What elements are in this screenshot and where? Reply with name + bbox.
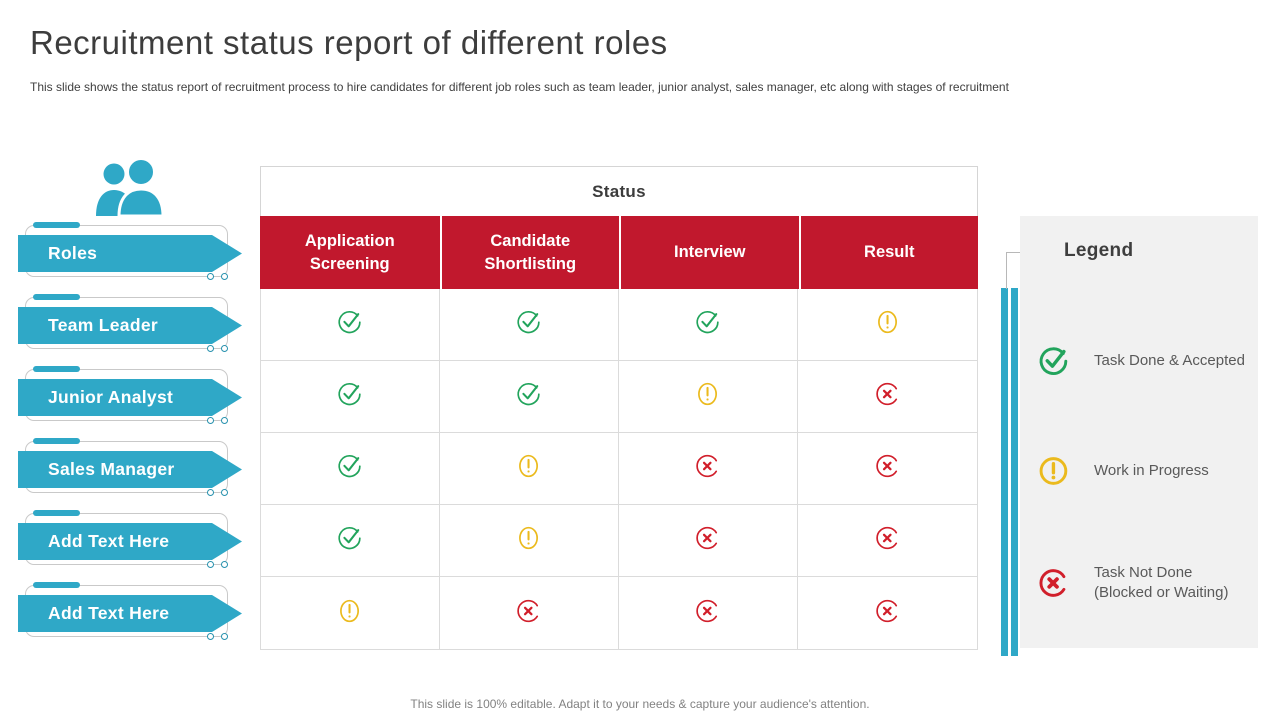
- status-cell: [798, 505, 977, 577]
- status-cell: [440, 577, 619, 649]
- legend-item: Task Done & Accepted: [1036, 343, 1252, 379]
- legend-item: Task Not Done (Blocked or Waiting): [1036, 563, 1252, 602]
- check-circle-icon: [335, 307, 365, 342]
- status-cell: [798, 361, 977, 433]
- banner-top-dash: [33, 510, 80, 516]
- banner-top-dash: [33, 438, 80, 444]
- status-cell: [261, 433, 440, 505]
- cross-circle-icon: [514, 596, 544, 631]
- check-circle-icon: [335, 379, 365, 414]
- status-cell: [261, 577, 440, 649]
- status-cell: [440, 289, 619, 361]
- cross-circle-icon: [1036, 565, 1072, 601]
- status-cell: [440, 361, 619, 433]
- role-banner-label: Sales Manager: [18, 451, 242, 488]
- status-cell: [798, 577, 977, 649]
- legend-label: Task Not Done (Blocked or Waiting): [1094, 564, 1229, 601]
- check-circle-icon: [335, 451, 365, 486]
- legend-item: Work in Progress: [1036, 453, 1252, 489]
- legend-item-list: Task Done & Accepted Work in Progress Ta…: [1036, 343, 1252, 602]
- legend-connector-line: [1006, 252, 1024, 253]
- banner-dot: [207, 417, 214, 424]
- status-cell: [261, 505, 440, 577]
- banner-top-dash: [33, 294, 80, 300]
- status-cell: [798, 433, 977, 505]
- check-circle-icon: [514, 307, 544, 342]
- table-body: [260, 289, 978, 650]
- legend-label: Task Done & Accepted: [1094, 352, 1245, 370]
- cross-circle-icon: [693, 523, 723, 558]
- cross-circle-icon: [693, 451, 723, 486]
- banner-top-dash: [33, 222, 80, 228]
- exclamation-circle-icon: [514, 523, 544, 558]
- check-circle-icon: [1036, 343, 1072, 379]
- legend-accent-bar: [1011, 288, 1018, 656]
- banner-dot: [207, 633, 214, 640]
- role-banner-team-leader: Team Leader: [18, 294, 242, 353]
- status-cell: [440, 433, 619, 505]
- status-cell: [261, 289, 440, 361]
- status-cell: [619, 289, 798, 361]
- banner-dot: [221, 633, 228, 640]
- status-cell: [440, 505, 619, 577]
- role-banner-sales-manager: Sales Manager: [18, 438, 242, 497]
- banner-dot: [221, 345, 228, 352]
- column-header-candidate-shortlisting: Candidate Shortlisting: [439, 216, 619, 289]
- role-banner-label: Add Text Here: [18, 595, 242, 632]
- legend-panel: Legend Task Done & Accepted Work in Prog…: [1020, 216, 1258, 648]
- exclamation-circle-icon: [693, 379, 723, 414]
- column-header-result: Result: [798, 216, 978, 289]
- status-cell: [619, 361, 798, 433]
- status-group-header: Status: [260, 166, 978, 216]
- cross-circle-icon: [873, 596, 903, 631]
- role-banner-label: Add Text Here: [18, 523, 242, 560]
- cross-circle-icon: [873, 451, 903, 486]
- footer-note: This slide is 100% editable. Adapt it to…: [410, 697, 870, 711]
- banner-dot: [221, 561, 228, 568]
- banner-dot: [207, 273, 214, 280]
- status-table: Status Application Screening Candidate Sh…: [260, 166, 978, 650]
- role-banner-label: Team Leader: [18, 307, 242, 344]
- legend-title: Legend: [1064, 240, 1134, 261]
- table-header-row: Application Screening Candidate Shortlist…: [260, 216, 978, 289]
- exclamation-circle-icon: [514, 451, 544, 486]
- legend-accent-bar: [1001, 288, 1008, 656]
- status-cell: [619, 577, 798, 649]
- check-circle-icon: [514, 379, 544, 414]
- cross-circle-icon: [693, 596, 723, 631]
- banner-top-dash: [33, 582, 80, 588]
- column-header-interview: Interview: [619, 216, 799, 289]
- role-banner-label: Roles: [18, 235, 242, 272]
- check-circle-icon: [335, 523, 365, 558]
- role-banner-roles: Roles: [18, 222, 242, 281]
- banner-dot: [221, 489, 228, 496]
- exclamation-circle-icon: [1036, 453, 1072, 489]
- banner-dot: [207, 345, 214, 352]
- banner-dot: [221, 417, 228, 424]
- people-icon: [88, 156, 172, 223]
- banner-dot: [221, 273, 228, 280]
- role-banner-add-text-here[interactable]: Add Text Here: [18, 582, 242, 641]
- banner-dot: [207, 561, 214, 568]
- exclamation-circle-icon: [335, 596, 365, 631]
- banner-dot: [207, 489, 214, 496]
- role-banner-junior-analyst: Junior Analyst: [18, 366, 242, 425]
- legend-label: Work in Progress: [1094, 462, 1209, 480]
- status-cell: [798, 289, 977, 361]
- cross-circle-icon: [873, 523, 903, 558]
- check-circle-icon: [693, 307, 723, 342]
- status-cell: [619, 433, 798, 505]
- role-banner-add-text-here[interactable]: Add Text Here: [18, 510, 242, 569]
- exclamation-circle-icon: [873, 307, 903, 342]
- role-banner-label: Junior Analyst: [18, 379, 242, 416]
- status-cell: [619, 505, 798, 577]
- page-title: Recruitment status report of different r…: [30, 24, 668, 61]
- column-header-application-screening: Application Screening: [260, 216, 440, 289]
- page-subtitle: This slide shows the status report of re…: [30, 80, 1009, 94]
- cross-circle-icon: [873, 379, 903, 414]
- banner-top-dash: [33, 366, 80, 372]
- status-cell: [261, 361, 440, 433]
- legend-connector-line: [1006, 252, 1007, 289]
